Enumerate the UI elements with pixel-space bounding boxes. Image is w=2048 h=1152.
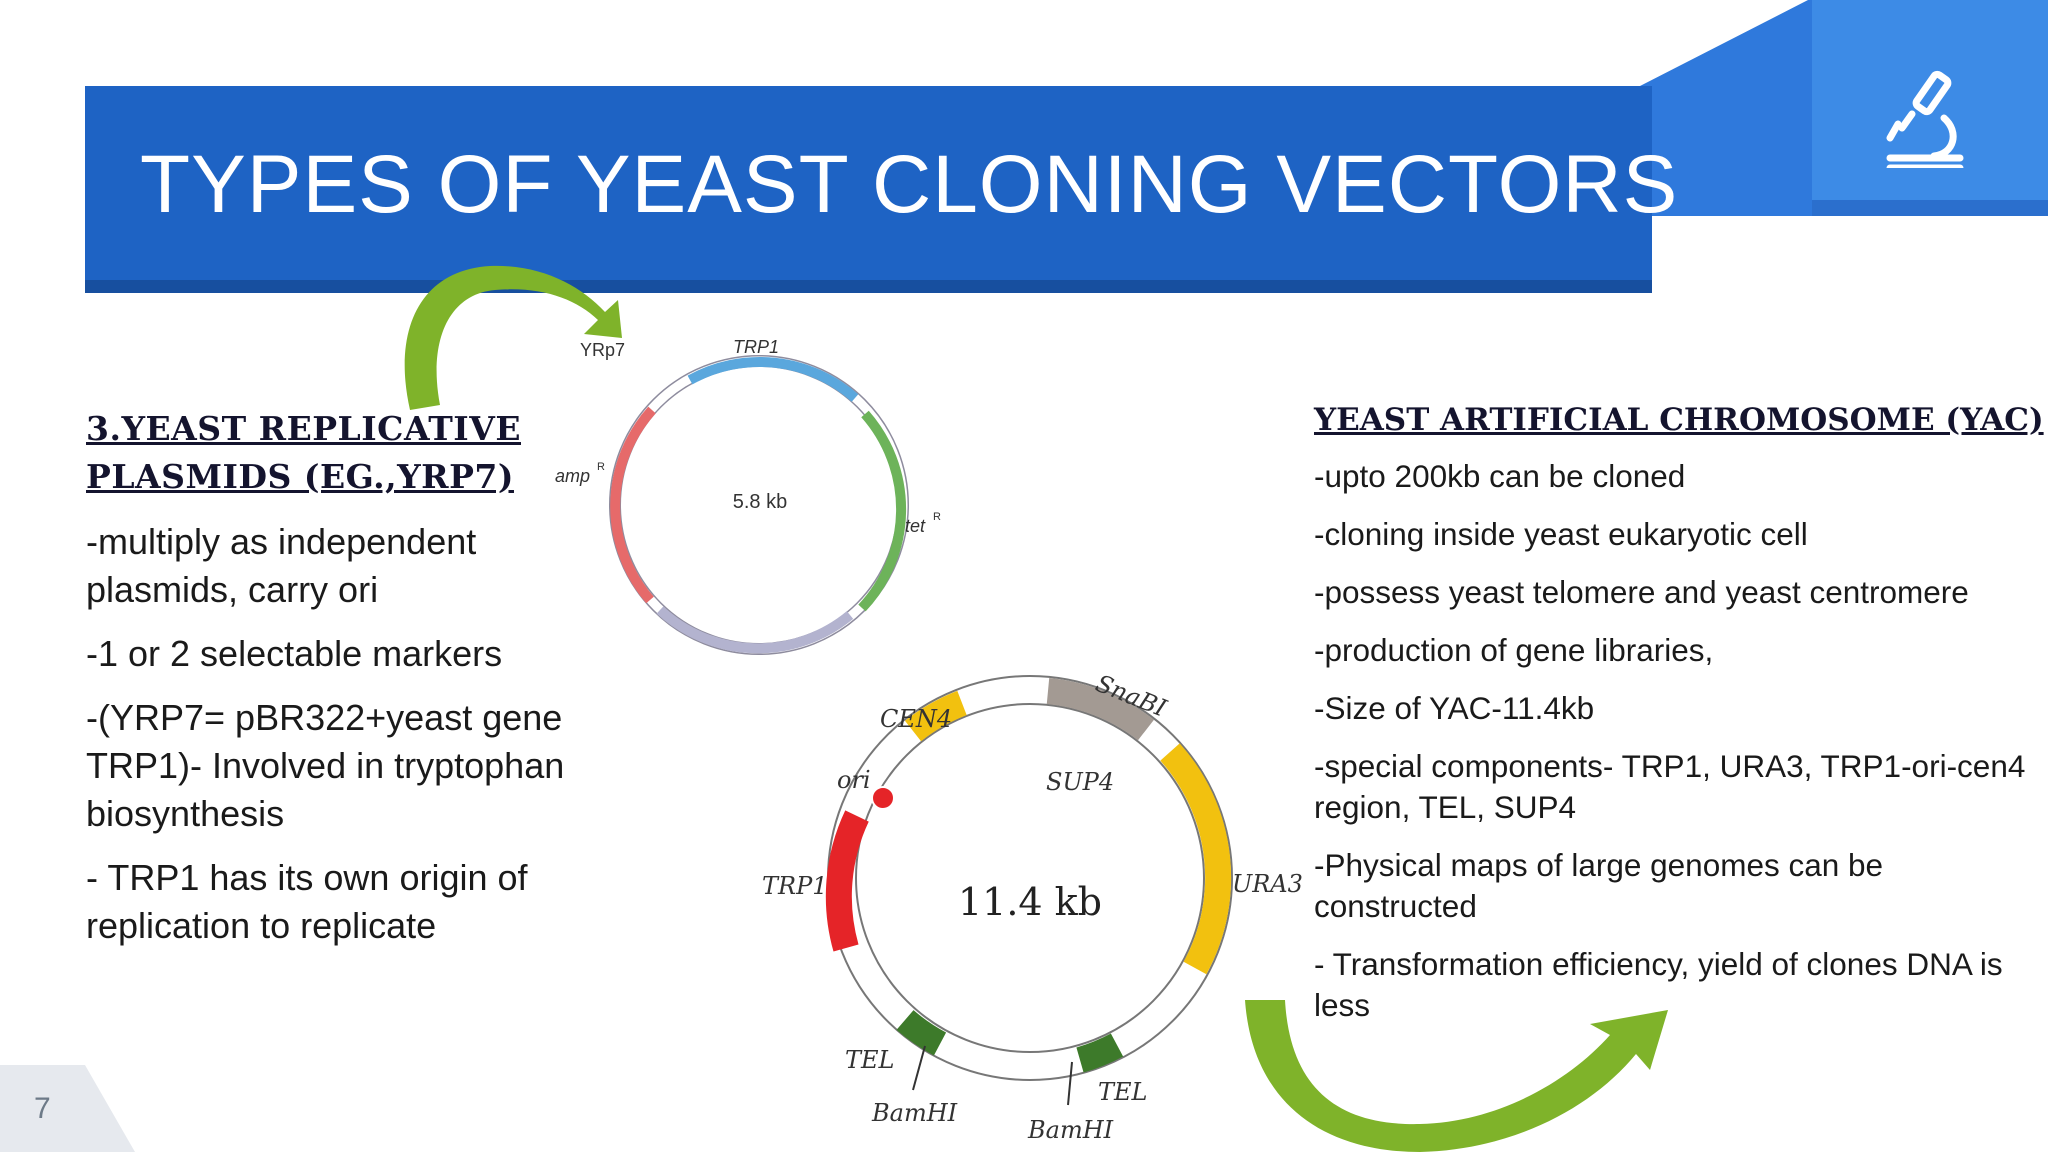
sup4-label: SUP4 bbox=[1046, 768, 1114, 796]
yrp7-plasmid-map: 5.8 kb YRp7 TRP1 amp R tet R bbox=[555, 337, 941, 655]
list-item: -Size of YAC-11.4kb bbox=[1314, 690, 1595, 726]
list-item: -(YRP7= pBR322+yeast gene TRP1)- Involve… bbox=[86, 697, 565, 834]
yac-map: 11.4 kb CEN4 SnaBI SUP4 ori TRP1 URA3 TE… bbox=[762, 669, 1303, 1144]
list-item: -possess yeast telomere and yeast centro… bbox=[1314, 574, 1969, 610]
page-number-tab bbox=[0, 1065, 135, 1152]
tet-label: tet bbox=[905, 516, 926, 536]
list-item: -1 or 2 selectable markers bbox=[86, 633, 503, 674]
yac-bullet-list: -upto 200kb can be cloned -cloning insid… bbox=[1314, 456, 2034, 1043]
list-item: -production of gene libraries, bbox=[1314, 632, 1714, 668]
curved-arrow-bottom bbox=[1245, 1000, 1668, 1152]
list-item: -multiply as independent plasmids, carry… bbox=[86, 521, 477, 610]
amp-superscript: R bbox=[597, 461, 605, 473]
list-item: -Physical maps of large genomes can be c… bbox=[1314, 847, 1884, 924]
list-item: -special components- TRP1, URA3, TRP1-or… bbox=[1314, 748, 2026, 825]
tel-left-label: TEL bbox=[845, 1046, 894, 1074]
page-number: 7 bbox=[34, 1092, 51, 1125]
yrp-bullet-list: -multiply as independent plasmids, carry… bbox=[86, 518, 626, 966]
yrp7-name-label: YRp7 bbox=[580, 340, 625, 360]
bamhi-left-label: BamHI bbox=[871, 1099, 958, 1127]
curved-arrow-top bbox=[404, 265, 622, 410]
amp-label: amp bbox=[555, 466, 590, 486]
list-item: - Transformation efficiency, yield of cl… bbox=[1314, 946, 2003, 1023]
tet-superscript: R bbox=[933, 511, 941, 523]
yrp7-size-label: 5.8 kb bbox=[733, 491, 787, 513]
list-item: -cloning inside yeast eukaryotic cell bbox=[1314, 516, 1808, 552]
yrp-heading-line2: PLASMIDS (EG.,YRP7) bbox=[86, 457, 514, 496]
ori-label: ori bbox=[837, 766, 871, 794]
trp1-label: TRP1 bbox=[733, 337, 779, 357]
slide-title: TYPES OF YEAST CLONING VECTORS bbox=[140, 139, 1679, 230]
tel-right-label: TEL bbox=[1098, 1078, 1147, 1106]
title-banner bbox=[85, 86, 1652, 293]
cen4-label: CEN4 bbox=[880, 705, 952, 733]
yac-heading: YEAST ARTIFICIAL CHROMOSOME (YAC) bbox=[1314, 402, 2044, 438]
list-item: - TRP1 has its own origin of replication… bbox=[86, 857, 528, 946]
bamhi-right-label: BamHI bbox=[1027, 1116, 1114, 1144]
yrp-heading-line1: 3.YEAST REPLICATIVE bbox=[86, 409, 521, 448]
yrp-heading: 3.YEAST REPLICATIVE PLASMIDS (EG.,YRP7) bbox=[86, 405, 606, 501]
yac-size-label: 11.4 kb bbox=[958, 880, 1102, 924]
trp1-yac-label: TRP1 bbox=[762, 872, 828, 900]
microscope-icon bbox=[1886, 70, 1964, 168]
ura3-label: URA3 bbox=[1232, 870, 1303, 898]
list-item: -upto 200kb can be cloned bbox=[1314, 458, 1686, 494]
